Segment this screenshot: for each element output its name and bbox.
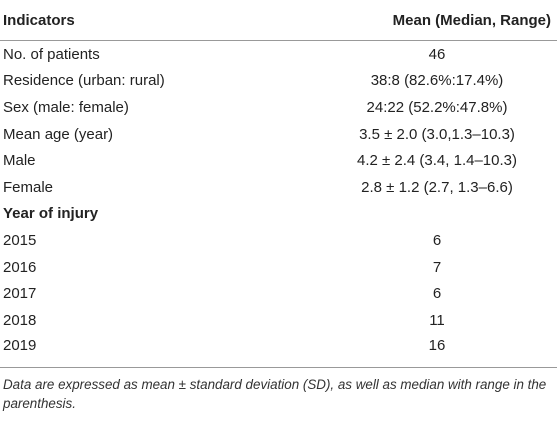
data-row: No. of patients 46 <box>0 41 557 68</box>
value-cell: 11 <box>429 311 445 329</box>
table-body: No. of patients 46 Residence (urban: rural… <box>0 41 557 368</box>
data-row: 2016 7 <box>0 254 557 281</box>
value-cell: 6 <box>432 285 442 303</box>
value-cell: 46 <box>428 45 446 63</box>
header-row: Indicators Mean (Median, Range) <box>0 0 557 41</box>
section-row: Year of injury <box>0 201 557 228</box>
label-cell: Female <box>3 178 54 196</box>
data-row: 2019 16 <box>0 333 557 368</box>
footnote: Data are expressed as mean ± standard de… <box>3 376 547 411</box>
value-cell: 3.5 ± 2.0 (3.0,1.3–10.3) <box>359 125 515 143</box>
value-cell: 6 <box>432 231 442 249</box>
data-table: Indicators Mean (Median, Range) No. of p… <box>0 0 557 368</box>
label-cell: 2017 <box>3 285 37 303</box>
label-cell: No. of patients <box>3 45 100 63</box>
value-cell: 7 <box>432 258 442 276</box>
value-cell: 38:8 (82.6%:17.4%) <box>370 72 504 90</box>
label-cell: Male <box>3 152 36 170</box>
value-cell: 24:22 (52.2%:47.8%) <box>366 98 508 116</box>
data-row: 2018 11 <box>0 307 557 334</box>
label-cell: 2015 <box>3 231 37 249</box>
label-cell: 2018 <box>3 311 37 329</box>
data-row: Male 4.2 ± 2.4 (3.4, 1.4–10.3) <box>0 147 557 174</box>
label-cell: Mean age (year) <box>3 125 114 143</box>
label-cell: Sex (male: female) <box>3 98 129 116</box>
data-row: Female 2.8 ± 1.2 (2.7, 1.3–6.6) <box>0 174 557 201</box>
value-cell: 2.8 ± 1.2 (2.7, 1.3–6.6) <box>361 178 513 196</box>
data-row: Sex (male: female) 24:22 (52.2%:47.8%) <box>0 94 557 121</box>
value-cell: 16 <box>327 333 557 368</box>
label-cell: Year of injury <box>3 205 99 223</box>
label-cell: Residence (urban: rural) <box>3 72 165 90</box>
header-cell: Mean (Median, Range) <box>327 0 557 41</box>
value-cell: 4.2 ± 2.4 (3.4, 1.4–10.3) <box>356 152 517 170</box>
data-row: 2017 6 <box>0 280 557 307</box>
data-row: Residence (urban: rural) 38:8 (82.6%:17.4… <box>0 68 557 95</box>
label-cell: 2019 <box>0 333 327 368</box>
label-cell: 2016 <box>3 258 37 276</box>
data-row: 2015 6 <box>0 227 557 254</box>
data-row: Mean age (year) 3.5 ± 2.0 (3.0,1.3–10.3) <box>0 121 557 148</box>
header-cell: Indicators <box>0 0 327 41</box>
